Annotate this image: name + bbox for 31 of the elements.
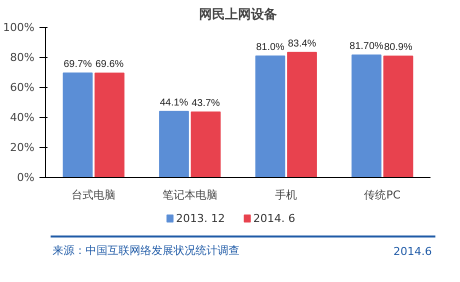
y-tick-label: 80% bbox=[10, 51, 35, 64]
y-tick-label: 20% bbox=[10, 141, 35, 154]
bar bbox=[94, 72, 124, 178]
y-tick-label: 60% bbox=[10, 81, 35, 94]
text: 2014.6 bbox=[393, 245, 432, 258]
chart-title: 网民上网设备 bbox=[199, 8, 277, 22]
data-label: 69.6% bbox=[95, 59, 124, 70]
data-label: 80.9% bbox=[384, 42, 413, 54]
bar bbox=[352, 54, 382, 178]
data-label: 83.4% bbox=[288, 38, 316, 50]
data-label: 81.70% bbox=[350, 40, 384, 52]
data-label: 44.1% bbox=[160, 97, 188, 108]
data-label: 81.0% bbox=[256, 42, 285, 53]
bar bbox=[62, 72, 93, 178]
legend-label: 2013. 12 bbox=[176, 212, 226, 225]
y-tick-label: 0% bbox=[17, 171, 34, 184]
bar bbox=[287, 52, 317, 178]
x-tick-label: 台式电脑 bbox=[72, 188, 116, 202]
bar bbox=[159, 110, 189, 178]
data-label: 43.7% bbox=[192, 98, 220, 109]
x-tick-label: 传统PC bbox=[364, 188, 401, 202]
x-tick-label: 笔记本电脑 bbox=[162, 188, 218, 202]
source-note: 来源：中国互联网络发展状况统计调查 bbox=[52, 244, 240, 257]
legend-label: 2014. 6 bbox=[253, 212, 296, 225]
x-tick-label: 手机 bbox=[275, 188, 298, 202]
data-label: 69.7% bbox=[64, 58, 92, 70]
bar bbox=[383, 56, 414, 178]
bar bbox=[255, 56, 286, 178]
bar bbox=[190, 111, 221, 178]
y-tick-label: 40% bbox=[10, 111, 35, 124]
y-tick-label: 100% bbox=[3, 21, 35, 34]
